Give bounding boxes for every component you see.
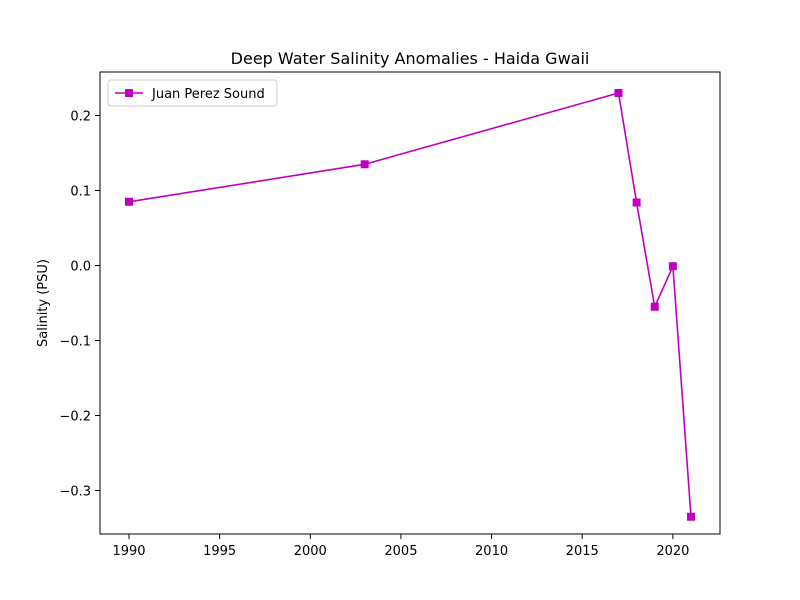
x-tick-label: 1990: [112, 544, 145, 559]
legend-swatch-marker: [125, 89, 133, 97]
plot-frame: [99, 71, 721, 535]
data-point-marker: [632, 198, 641, 207]
x-tick-label: 2010: [475, 544, 508, 559]
data-point-marker: [650, 302, 659, 311]
data-point-marker: [668, 262, 677, 271]
y-tick-label: 0.2: [70, 110, 91, 125]
data-point-marker: [360, 160, 369, 169]
y-tick-label: 0.1: [70, 185, 91, 200]
legend-label: Juan Perez Sound: [151, 87, 265, 102]
legend-box: [107, 79, 278, 107]
x-tick-label: 2005: [384, 544, 417, 559]
data-point-marker: [614, 89, 623, 97]
data-point-marker: [686, 512, 695, 521]
y-tick-label: −0.3: [59, 485, 91, 500]
chart-title: Deep Water Salinity Anomalies - Haida Gw…: [231, 49, 590, 68]
y-axis-title: Salinity (PSU): [36, 259, 51, 347]
y-tick-label: 0.0: [70, 260, 91, 275]
x-tick-label: 1995: [203, 544, 236, 559]
y-tick-label: −0.2: [59, 410, 91, 425]
y-tick-label: −0.1: [59, 335, 91, 350]
x-tick-label: 2020: [656, 544, 689, 559]
plot-area: 1990 1995 2000 2005 2010 2015 2020 −0.3 −0.2 −0.1…: [59, 71, 721, 559]
x-tick-label: 2000: [294, 544, 327, 559]
x-tick-label: 2015: [566, 544, 599, 559]
data-point-marker: [125, 197, 134, 206]
